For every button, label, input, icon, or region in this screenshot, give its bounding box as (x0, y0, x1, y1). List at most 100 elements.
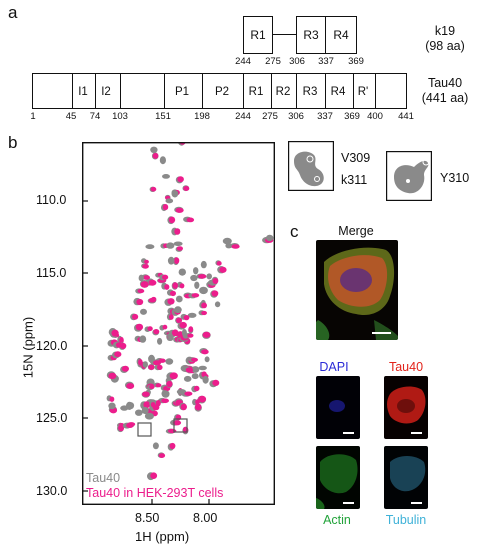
ytick-125: 125.0 (36, 411, 68, 425)
nmr-peak-incell (126, 422, 134, 428)
nmr-peak-incell (179, 321, 187, 329)
tau40-num-337: 337 (317, 111, 333, 122)
nmr-peak-incell (202, 331, 211, 338)
nmr-peak-reference (108, 402, 116, 410)
nmr-peak-incell (137, 288, 145, 294)
ytick-115: 115.0 (36, 266, 67, 280)
nmr-peak-incell (175, 207, 184, 213)
nmr-peak-incell (162, 274, 169, 280)
nmr-peak-incell (176, 246, 183, 251)
nmr-peak-incell (198, 395, 207, 403)
nmr-peak-reference (198, 365, 207, 371)
nmr-peak-incell (150, 472, 158, 480)
nmr-peak-incell (186, 217, 195, 223)
tau40-num-400: 400 (367, 111, 383, 122)
nmr-peak-incell (184, 391, 193, 396)
tau40-domain-i2: I2 (101, 86, 111, 98)
nmr-peak-reference (159, 156, 166, 165)
tau40-num-103: 103 (112, 111, 128, 122)
nmr-peak-incell (150, 402, 156, 408)
nmr-peak-incell (168, 216, 176, 224)
nmr-peak-reference (202, 375, 209, 384)
xtick-800: 8.00 (193, 511, 218, 525)
tau40-num-306: 306 (288, 111, 304, 122)
ytick-120: 120.0 (36, 339, 68, 353)
tau40-domain-r2: R2 (275, 86, 291, 98)
ytick-110: 110.0 (36, 193, 67, 207)
label-tubulin: Tubulin (385, 513, 427, 527)
x-axis-label: 1H (ppm) (135, 529, 190, 544)
nmr-peak-reference (204, 356, 210, 363)
nmr-peak-reference (139, 335, 147, 343)
image-tubulin (384, 446, 428, 509)
nmr-peak-reference (127, 402, 135, 410)
tau40-bar (32, 73, 407, 109)
nmr-peak-incell (171, 329, 179, 337)
inset-label-k311: k311 (341, 173, 368, 187)
tau40-num-275: 275 (262, 111, 278, 122)
nmr-peak-reference (266, 234, 274, 242)
nmr-peak-incell (177, 176, 184, 183)
k19-domain-r1: R1 (243, 16, 273, 54)
nmr-peak-reference (138, 274, 144, 282)
nmr-peak-incell (162, 324, 168, 330)
nmr-peak-reference (171, 190, 179, 198)
nmr-peak-incell (166, 380, 173, 388)
nmr-peak-incell (169, 372, 178, 380)
nmr-peak-reference (193, 267, 199, 275)
image-merge (316, 240, 398, 340)
peak-box-left (137, 422, 152, 437)
tau40-num-198: 198 (194, 111, 210, 122)
k19-name-block: k19 (98 aa) (410, 24, 480, 54)
xtick-850: 8.50 (135, 511, 160, 525)
nmr-peak-incell (212, 278, 219, 284)
k19-num-244: 244 (235, 56, 251, 67)
nmr-peak-incell (183, 186, 190, 191)
nmr-peak-incell (191, 293, 200, 298)
nmr-peak-incell (108, 372, 117, 380)
nmr-peak-incell (198, 274, 207, 279)
nmr-peak-incell (115, 342, 123, 348)
label-dapi: DAPI (319, 360, 349, 374)
nmr-peak-incell (180, 403, 187, 411)
k19-num-275: 275 (265, 56, 281, 67)
nmr-peak-incell (168, 314, 174, 320)
nmr-peak-incell (169, 442, 176, 450)
nmr-peak-reference (141, 406, 149, 415)
nmr-peak-incell (109, 396, 115, 402)
tau40-domain-r1: R1 (248, 86, 264, 98)
nmr-peak-reference (191, 373, 199, 380)
nmr-peak-incell (155, 383, 162, 388)
nmr-peak-incell (212, 379, 220, 386)
nmr-peak-reference (162, 174, 170, 179)
nmr-peak-incell (164, 284, 170, 290)
nmr-peak-incell (121, 365, 129, 372)
nmr-peak-reference (150, 146, 158, 153)
nmr-peak-incell (191, 357, 198, 362)
tau40-domain-p2: P2 (214, 86, 230, 98)
tau40-domain-p1: P1 (174, 86, 190, 98)
nmr-peak-incell (183, 315, 190, 321)
nmr-peak-incell (172, 282, 178, 289)
inset-label-v309: V309 (341, 151, 371, 165)
y-axis-label: 15N (ppm) (20, 316, 36, 379)
nmr-peak-incell (158, 453, 166, 458)
nmr-peak-incell (170, 290, 176, 297)
image-dapi (316, 376, 360, 439)
nmr-peak-reference (214, 301, 221, 308)
tau40-num-441: 441 (398, 111, 414, 122)
nmr-peak-incell (118, 424, 125, 432)
k19-domain-r4: R4 (325, 16, 357, 54)
nmr-peak-reference (194, 281, 200, 289)
nmr-peak-incell (140, 281, 149, 288)
nmr-peak-reference (222, 237, 232, 245)
panel-label-c: c (290, 222, 299, 241)
k19-num-306: 306 (289, 56, 305, 67)
nmr-peak-incell (153, 329, 160, 335)
nmr-peak-reference (174, 306, 182, 314)
nmr-peak-incell (179, 283, 185, 289)
nmr-peak-incell (136, 298, 144, 306)
nmr-peak-incell (167, 298, 175, 305)
nmr-peak-incell (187, 333, 194, 338)
tau40-name: Tau40 (427, 76, 463, 90)
